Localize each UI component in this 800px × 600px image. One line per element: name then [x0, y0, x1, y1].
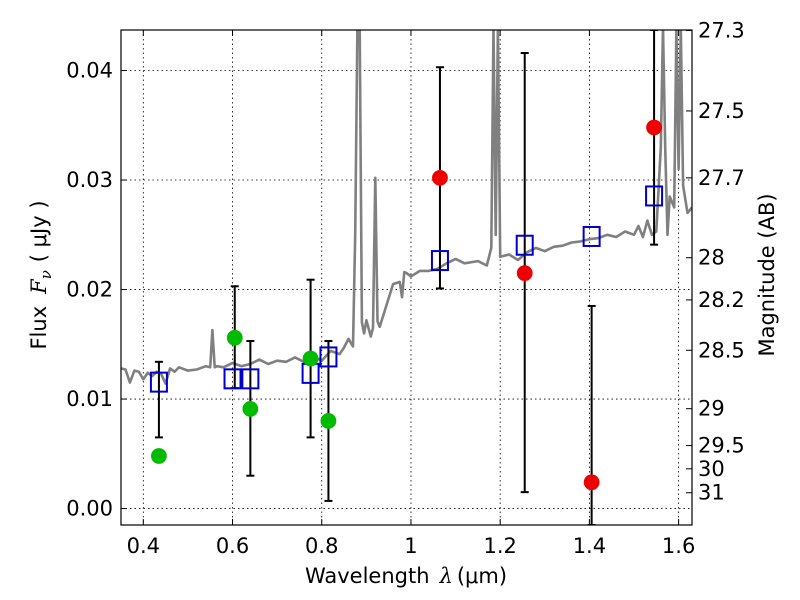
x-axis-label: Wavelength λ (μm)	[305, 564, 507, 588]
y2-tick-label: 30	[698, 457, 725, 481]
model-point-square	[241, 368, 260, 390]
plot-frame	[120, 29, 693, 526]
measured-point	[242, 401, 259, 417]
measured-point	[302, 350, 319, 367]
x-tick-label: 1.6	[662, 534, 695, 558]
y2-tick-label: 28.2	[698, 288, 745, 312]
y-tick-labels: 0.00 0.01 0.02 0.03 0.04	[66, 59, 113, 521]
measured-point	[646, 119, 662, 136]
y-tick-label: 0.01	[66, 387, 113, 411]
marker-layer	[149, 119, 664, 491]
y2-axis-label: Magnitude (AB)	[755, 193, 779, 356]
x-tick-label: 1.2	[483, 534, 516, 558]
model-point-square	[223, 368, 242, 390]
y-axis-label: FluxFν( μJy )	[27, 200, 55, 349]
y2-tick-label: 28.5	[698, 338, 745, 362]
y2-tick-label: 31	[698, 481, 725, 505]
model-point-square	[582, 225, 601, 247]
model-point-square	[645, 185, 664, 207]
errorbar-layer	[154, 30, 659, 525]
y2-tick-label: 27.7	[698, 166, 745, 190]
y-tick-label: 0.03	[66, 168, 113, 192]
spectrum-line	[121, 30, 692, 386]
y-tick-label: 0.00	[66, 497, 113, 521]
measured-point	[432, 169, 448, 186]
model-point-square	[319, 346, 338, 368]
measured-point	[583, 474, 600, 491]
x-tick-label: 0.6	[216, 534, 249, 558]
y-tick-label: 0.02	[66, 278, 113, 302]
tick-marks	[121, 30, 692, 525]
x-tick-label: 1.4	[573, 534, 606, 558]
spectrum-layer	[121, 30, 692, 386]
measured-point	[226, 329, 243, 346]
y2-tick-label: 28	[698, 246, 725, 270]
x-tick-label: 1	[404, 534, 417, 558]
x-tick-label: 0.4	[127, 534, 160, 558]
y2-tick-label: 27.3	[698, 19, 745, 43]
model-point-square	[515, 234, 534, 256]
y2-tick-label: 29.5	[698, 434, 745, 458]
x-tick-label: 0.8	[305, 534, 338, 558]
model-point-square	[149, 371, 168, 393]
grid-lines	[121, 30, 692, 525]
measured-point	[151, 448, 167, 464]
y2-tick-label: 27.5	[698, 99, 745, 123]
measured-point	[516, 265, 533, 282]
y2-tick-label: 29	[698, 397, 725, 421]
x-tick-labels: 0.4 0.6 0.8 1 1.2 1.4 1.6	[127, 534, 696, 558]
model-point-square	[430, 250, 449, 272]
measured-point	[320, 413, 337, 429]
y-tick-label: 0.04	[66, 59, 113, 83]
